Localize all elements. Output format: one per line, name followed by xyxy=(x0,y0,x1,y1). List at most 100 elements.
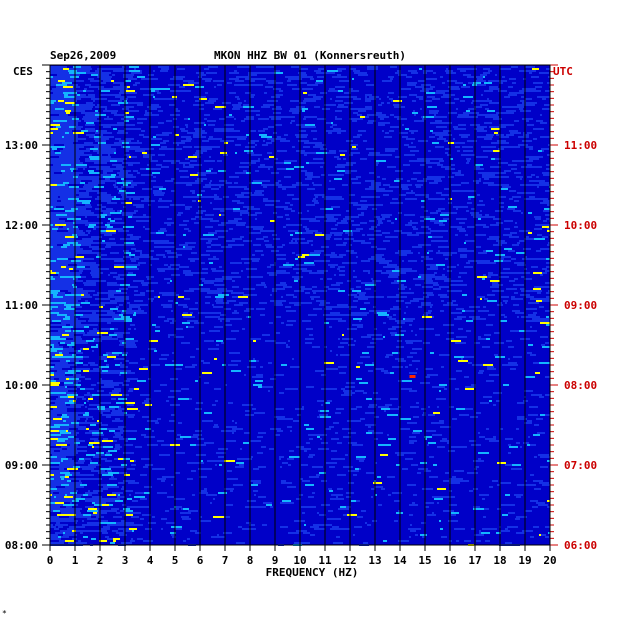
spectrum-segment xyxy=(67,372,76,374)
spectrum-segment xyxy=(312,466,323,468)
spectrum-segment xyxy=(78,176,84,178)
spectrum-segment xyxy=(112,74,115,76)
spectrum-segment xyxy=(60,194,63,196)
spectrum-segment xyxy=(383,322,386,324)
spectrum-segment xyxy=(52,270,62,272)
spectrum-segment xyxy=(151,138,162,140)
spectrum-segment xyxy=(517,104,525,106)
spectrum-segment xyxy=(305,292,310,294)
spectrum-segment xyxy=(316,230,318,232)
spectrum-segment xyxy=(543,220,547,222)
spectrum-segment xyxy=(123,452,134,454)
spectrum-segment xyxy=(534,238,545,240)
spectrum-segment xyxy=(129,238,139,240)
spectrum-segment xyxy=(222,270,224,272)
spectrum-segment xyxy=(368,258,376,260)
spectrum-segment xyxy=(528,212,532,214)
spectrum-segment xyxy=(99,358,107,360)
spectrum-segment xyxy=(114,148,116,150)
spectrum-segment xyxy=(253,482,261,484)
spectrum-segment xyxy=(57,538,61,540)
spectrum-segment xyxy=(491,142,500,144)
spectrum-segment xyxy=(413,298,424,300)
spectrum-segment xyxy=(68,534,77,536)
spectrum-segment xyxy=(453,126,458,128)
spectrum-segment xyxy=(240,236,244,238)
spectrum-segment xyxy=(67,434,77,436)
spectrum-segment xyxy=(196,150,207,152)
spectrum-segment xyxy=(217,534,219,536)
spectrum-segment xyxy=(158,154,165,156)
spectrum-segment xyxy=(287,80,291,82)
spectrum-segment xyxy=(467,226,475,228)
spectrum-segment xyxy=(330,98,332,100)
spectrum-segment xyxy=(215,348,219,350)
spectrum-segment xyxy=(132,524,143,526)
spectrum-segment xyxy=(508,250,515,252)
spectrum-segment xyxy=(100,106,107,108)
spectrum-segment xyxy=(88,490,90,492)
spectrum-segment xyxy=(97,182,105,184)
spectrum-segment xyxy=(100,394,111,396)
spectrum-segment xyxy=(110,222,120,224)
spectrum-segment xyxy=(314,272,324,274)
spectrum-segment xyxy=(60,500,64,502)
spectrum-segment xyxy=(324,322,329,324)
spectrum-segment xyxy=(289,266,292,268)
spectrum-segment xyxy=(173,76,183,78)
spectrum-segment xyxy=(173,126,179,128)
spectrum-segment xyxy=(56,382,60,384)
spectrum-segment xyxy=(65,330,71,332)
spectrum-segment xyxy=(61,164,71,166)
spectrum-segment xyxy=(131,464,136,466)
spectrum-segment xyxy=(479,494,489,496)
spectrum-segment xyxy=(370,342,376,344)
spectrum-segment xyxy=(454,98,459,100)
spectrum-segment xyxy=(164,98,174,100)
spectrum-segment xyxy=(440,240,448,242)
spectrum-segment xyxy=(67,406,71,408)
spectrum-segment xyxy=(72,368,80,370)
spectrum-segment xyxy=(388,494,391,496)
spectrum-segment xyxy=(477,84,486,86)
spectrum-segment xyxy=(113,486,119,488)
spectrum-segment xyxy=(83,268,91,270)
spectrum-segment xyxy=(202,420,213,422)
spectrum-segment xyxy=(69,526,73,528)
spectrum-segment xyxy=(421,80,425,82)
spectrum-segment xyxy=(65,486,75,488)
spectrum-segment xyxy=(382,262,389,264)
spectrum-segment xyxy=(535,224,546,226)
spectrum-segment xyxy=(463,150,473,152)
spectrum-segment xyxy=(119,336,123,338)
spectrum-segment xyxy=(430,122,436,124)
spectrum-segment xyxy=(73,160,80,162)
spectrum-segment xyxy=(217,250,223,252)
spectrum-segment xyxy=(429,274,435,276)
spectrum-segment xyxy=(180,128,185,130)
spectrum-segment xyxy=(182,100,185,102)
spectrum-segment xyxy=(73,326,84,328)
spectrum-segment xyxy=(371,246,377,248)
spectrum-segment xyxy=(174,182,179,184)
spectrum-segment xyxy=(522,88,533,90)
spectrum-segment xyxy=(73,172,83,174)
spectrum-segment xyxy=(467,472,478,474)
spectrum-segment xyxy=(457,68,468,70)
spectrum-segment xyxy=(295,258,298,260)
spectrum-segment xyxy=(50,102,54,104)
spectrum-segment xyxy=(421,84,431,86)
spectrum-segment xyxy=(159,148,169,150)
spectrum-segment xyxy=(250,110,260,112)
spectrum-segment xyxy=(442,82,445,84)
spectrum-segment xyxy=(360,222,367,224)
spectrum-segment xyxy=(349,118,355,120)
spectrum-segment xyxy=(87,68,92,70)
spectrum-segment xyxy=(83,206,92,208)
spectrum-segment xyxy=(127,302,130,304)
spectrum-segment xyxy=(353,300,358,302)
spectrum-segment xyxy=(84,394,92,396)
spectrum-segment xyxy=(90,396,93,398)
spectrum-segment xyxy=(358,214,364,216)
